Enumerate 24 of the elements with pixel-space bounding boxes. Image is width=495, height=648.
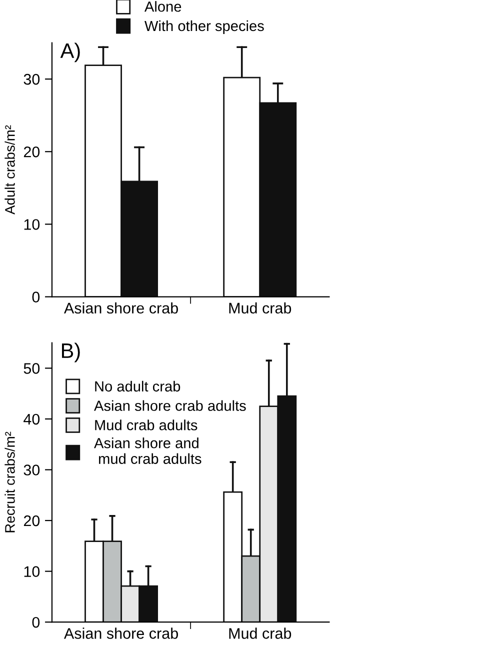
x-tick-label: Mud crab — [229, 628, 292, 639]
legend-label: Asian shore and mud crab adults — [94, 438, 202, 464]
annotation: A) — [60, 42, 80, 62]
legend-label: Mud crab adults — [95, 420, 198, 430]
x-tick-label: Mud crab — [229, 302, 292, 314]
y-tick-label: 50 — [24, 363, 40, 374]
x-tick-label: Asian shore crab — [64, 628, 178, 639]
y-tick-label: 10 — [24, 566, 40, 577]
y-tick-label: 0 — [32, 616, 40, 628]
y-tick-label: 20 — [24, 146, 40, 158]
x-tick-label: Asian shore crab — [64, 302, 178, 314]
legend-label: Alone — [144, 1, 182, 12]
y-tick-label: 30 — [24, 74, 40, 85]
legend-label: No adult crab — [95, 380, 180, 392]
y-tick-label: 40 — [24, 414, 40, 425]
legend-label: With other species — [144, 20, 264, 34]
y-tick-label: 0 — [32, 292, 40, 302]
y-axis-title: Adult crabs/m² — [4, 125, 15, 215]
y-tick-label: 20 — [24, 515, 40, 526]
legend-label: Asian shore crab adults — [94, 400, 246, 411]
y-axis-title: Recruit crabs/m² — [4, 432, 15, 532]
y-tick-label: 30 — [24, 464, 40, 476]
annotation: B) — [62, 342, 80, 362]
y-tick-label: 10 — [24, 219, 40, 230]
